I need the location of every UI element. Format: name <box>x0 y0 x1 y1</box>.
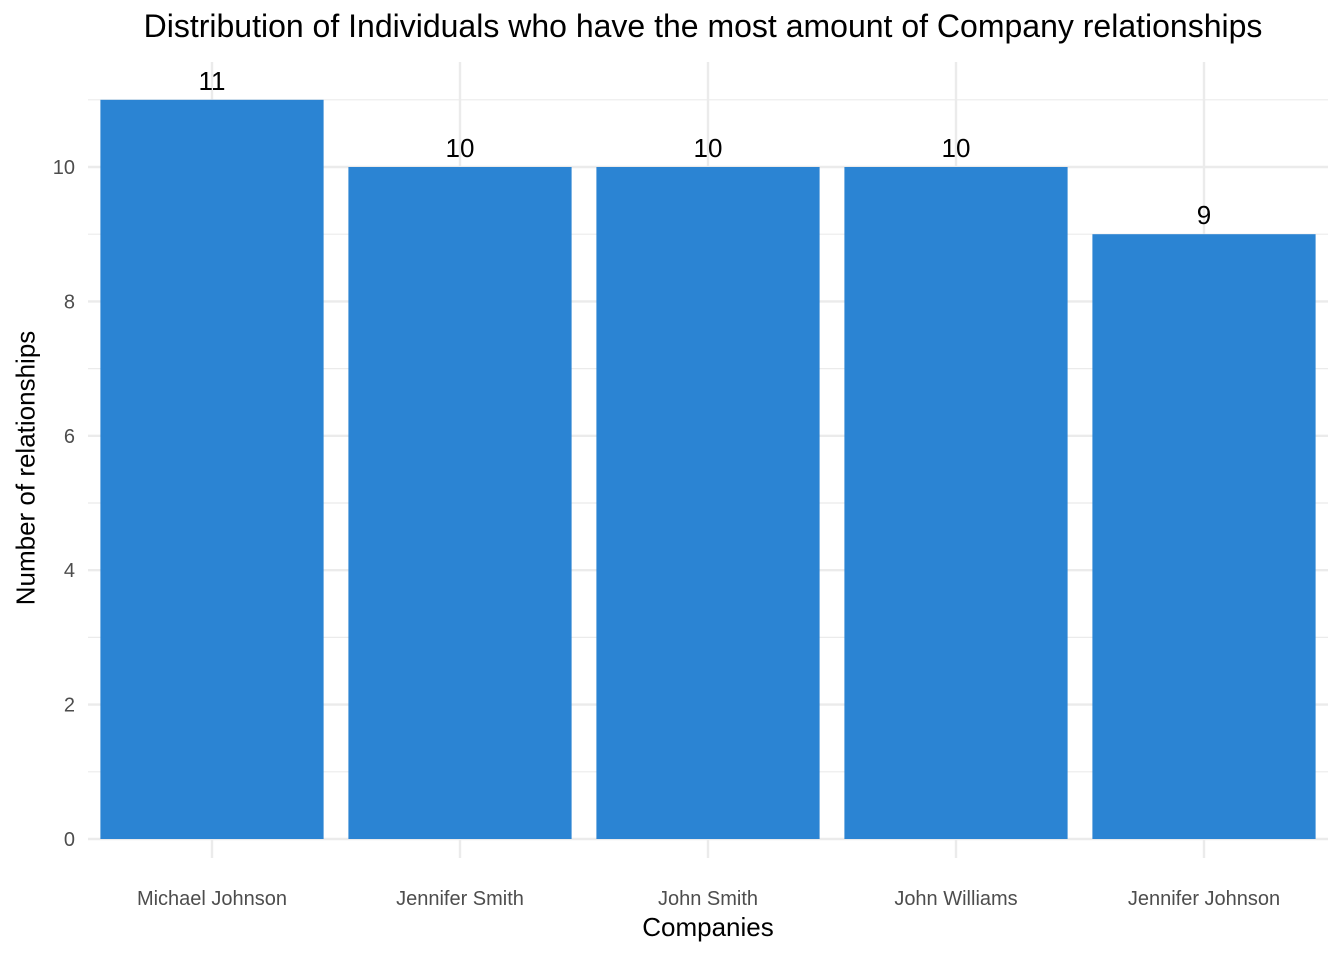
data-label: 11 <box>199 66 226 96</box>
data-label: 10 <box>694 133 723 163</box>
data-label: 10 <box>942 133 971 163</box>
y-tick-label: 2 <box>64 695 75 717</box>
bar <box>348 167 572 839</box>
y-tick-label: 8 <box>64 291 75 313</box>
x-tick-label: Jennifer Johnson <box>1128 888 1280 910</box>
y-tick-label: 0 <box>64 829 75 851</box>
data-label: 10 <box>446 133 475 163</box>
data-label: 9 <box>1197 200 1211 230</box>
y-tick-label: 4 <box>64 560 75 582</box>
x-tick-label: John Smith <box>658 888 758 910</box>
bars <box>100 99 1316 840</box>
x-tick-label: Michael Johnson <box>137 888 287 910</box>
y-tick-label: 6 <box>64 426 75 448</box>
y-axis-ticks: 0 2 4 6 8 10 <box>53 157 75 851</box>
chart-title: Distribution of Individuals who have the… <box>143 8 1263 44</box>
bar <box>596 167 820 839</box>
x-tick-label: Jennifer Smith <box>396 888 524 910</box>
x-tick-label: John Williams <box>894 888 1017 910</box>
y-axis-title: Number of relationships <box>10 330 41 606</box>
data-labels: 11 10 10 10 9 <box>199 66 1212 230</box>
x-axis-title: Companies <box>642 912 774 942</box>
y-tick-label: 10 <box>53 157 75 179</box>
bar <box>844 167 1068 839</box>
x-axis-ticks: Michael Johnson Jennifer Smith John Smith J… <box>137 888 1280 910</box>
bar <box>1092 234 1316 839</box>
bar <box>100 99 324 840</box>
